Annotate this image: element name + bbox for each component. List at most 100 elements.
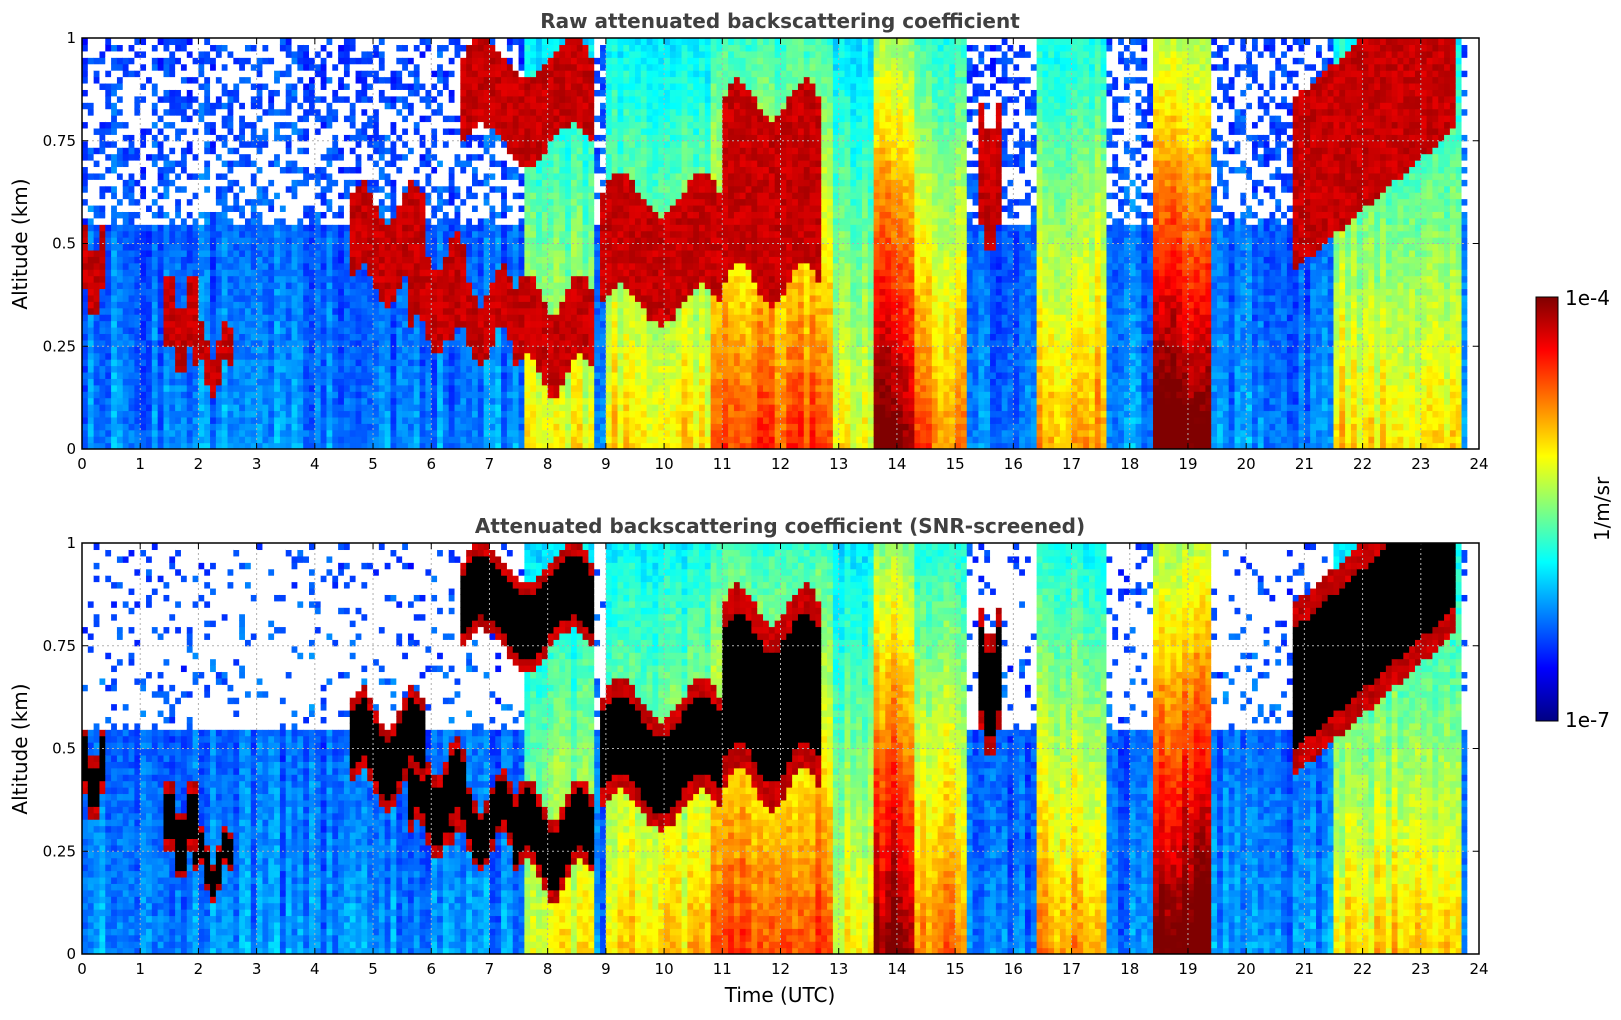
heatmap-cell xyxy=(530,249,537,257)
heatmap-cell xyxy=(116,282,124,290)
heatmap-cell xyxy=(343,314,351,322)
heatmap-cell xyxy=(483,384,491,392)
heatmap-cell xyxy=(303,204,310,212)
heatmap-cell xyxy=(506,378,514,386)
heatmap-cell xyxy=(530,346,537,354)
heatmap-cell xyxy=(402,153,409,161)
heatmap-cell xyxy=(111,147,118,155)
heatmap-cell xyxy=(442,320,450,328)
heatmap-cell xyxy=(460,333,467,341)
heatmap-cell xyxy=(402,326,409,334)
heatmap-cell xyxy=(326,436,333,444)
heatmap-cell xyxy=(134,50,141,58)
heatmap-cell xyxy=(343,108,351,116)
heatmap-cell xyxy=(448,166,456,174)
heatmap-cell xyxy=(297,249,304,257)
heatmap-cell xyxy=(244,70,252,78)
heatmap-cell xyxy=(524,127,531,135)
heatmap-cell xyxy=(407,346,415,354)
heatmap-cell xyxy=(239,217,246,225)
heatmap-cell xyxy=(396,307,403,315)
heatmap-cell xyxy=(128,57,135,65)
heatmap-cell xyxy=(506,237,514,245)
heatmap-cell xyxy=(378,153,386,161)
heatmap-cell xyxy=(530,127,537,135)
heatmap-cell xyxy=(87,198,95,206)
heatmap-cell xyxy=(87,172,95,180)
heatmap-cell xyxy=(320,391,328,399)
heatmap-cell xyxy=(437,121,444,129)
heatmap-cell xyxy=(140,50,147,58)
heatmap-cell xyxy=(262,307,269,315)
heatmap-cell xyxy=(361,410,368,418)
heatmap-cell xyxy=(367,294,374,302)
heatmap-cell xyxy=(204,224,211,232)
heatmap-cell xyxy=(204,339,211,347)
heatmap-cell xyxy=(82,371,89,379)
heatmap-cell xyxy=(367,423,374,431)
heatmap-cell xyxy=(332,192,339,200)
heatmap-cell xyxy=(239,442,246,449)
heatmap-cell xyxy=(396,352,403,360)
heatmap-cell xyxy=(530,378,537,386)
heatmap-cell xyxy=(128,224,135,232)
heatmap-cell xyxy=(518,95,525,103)
heatmap-cell xyxy=(233,134,240,142)
heatmap-cell xyxy=(437,307,444,315)
heatmap-cell xyxy=(460,95,467,103)
heatmap-cell xyxy=(442,44,450,52)
heatmap-cell xyxy=(419,326,427,334)
heatmap-cell xyxy=(140,391,147,399)
heatmap-cell xyxy=(151,121,159,129)
heatmap-cell xyxy=(227,57,234,65)
heatmap-cell xyxy=(87,102,95,110)
heatmap-cell xyxy=(343,346,351,354)
heatmap-cell xyxy=(355,153,362,161)
heatmap-cell xyxy=(122,115,130,123)
heatmap-cell xyxy=(343,166,351,174)
heatmap-cell xyxy=(320,147,328,155)
heatmap-cell xyxy=(489,282,496,290)
heatmap-cell xyxy=(442,50,450,58)
heatmap-cell xyxy=(437,346,444,354)
heatmap-cell xyxy=(472,211,479,219)
heatmap-cell xyxy=(314,127,322,135)
heatmap-cell xyxy=(210,140,217,148)
heatmap-cell xyxy=(303,166,310,174)
heatmap-cell xyxy=(285,115,293,123)
heatmap-cell xyxy=(244,249,252,257)
heatmap-cell xyxy=(314,275,322,283)
heatmap-cell xyxy=(489,38,496,46)
heatmap-cell xyxy=(215,282,223,290)
heatmap-cell xyxy=(250,307,258,315)
heatmap-cell xyxy=(326,262,333,270)
heatmap-cell xyxy=(419,50,427,58)
heatmap-cell xyxy=(373,108,380,116)
heatmap-cell xyxy=(361,314,368,322)
heatmap-cell xyxy=(425,371,432,379)
heatmap-cell xyxy=(198,127,205,135)
heatmap-cell xyxy=(256,89,264,97)
heatmap-cell xyxy=(279,50,287,58)
heatmap-cell xyxy=(163,378,170,386)
heatmap-cell xyxy=(111,275,118,283)
heatmap-cell xyxy=(285,95,293,103)
heatmap-cell xyxy=(506,288,514,296)
heatmap-cell xyxy=(186,147,194,155)
heatmap-cell xyxy=(396,115,403,123)
heatmap-cell xyxy=(169,237,176,245)
heatmap-cell xyxy=(512,224,520,232)
heatmap-cell xyxy=(250,147,258,155)
heatmap-cell xyxy=(506,166,514,174)
heatmap-cell xyxy=(210,256,217,264)
heatmap-cell xyxy=(157,359,165,367)
heatmap-cell xyxy=(477,359,485,367)
heatmap-cell xyxy=(332,160,339,168)
heatmap-cell xyxy=(262,397,269,405)
heatmap-cell xyxy=(314,269,322,277)
heatmap-cell xyxy=(437,192,444,200)
heatmap-cell xyxy=(384,410,392,418)
heatmap-cell xyxy=(524,153,531,161)
heatmap-cell xyxy=(367,288,374,296)
heatmap-cell xyxy=(146,172,153,180)
